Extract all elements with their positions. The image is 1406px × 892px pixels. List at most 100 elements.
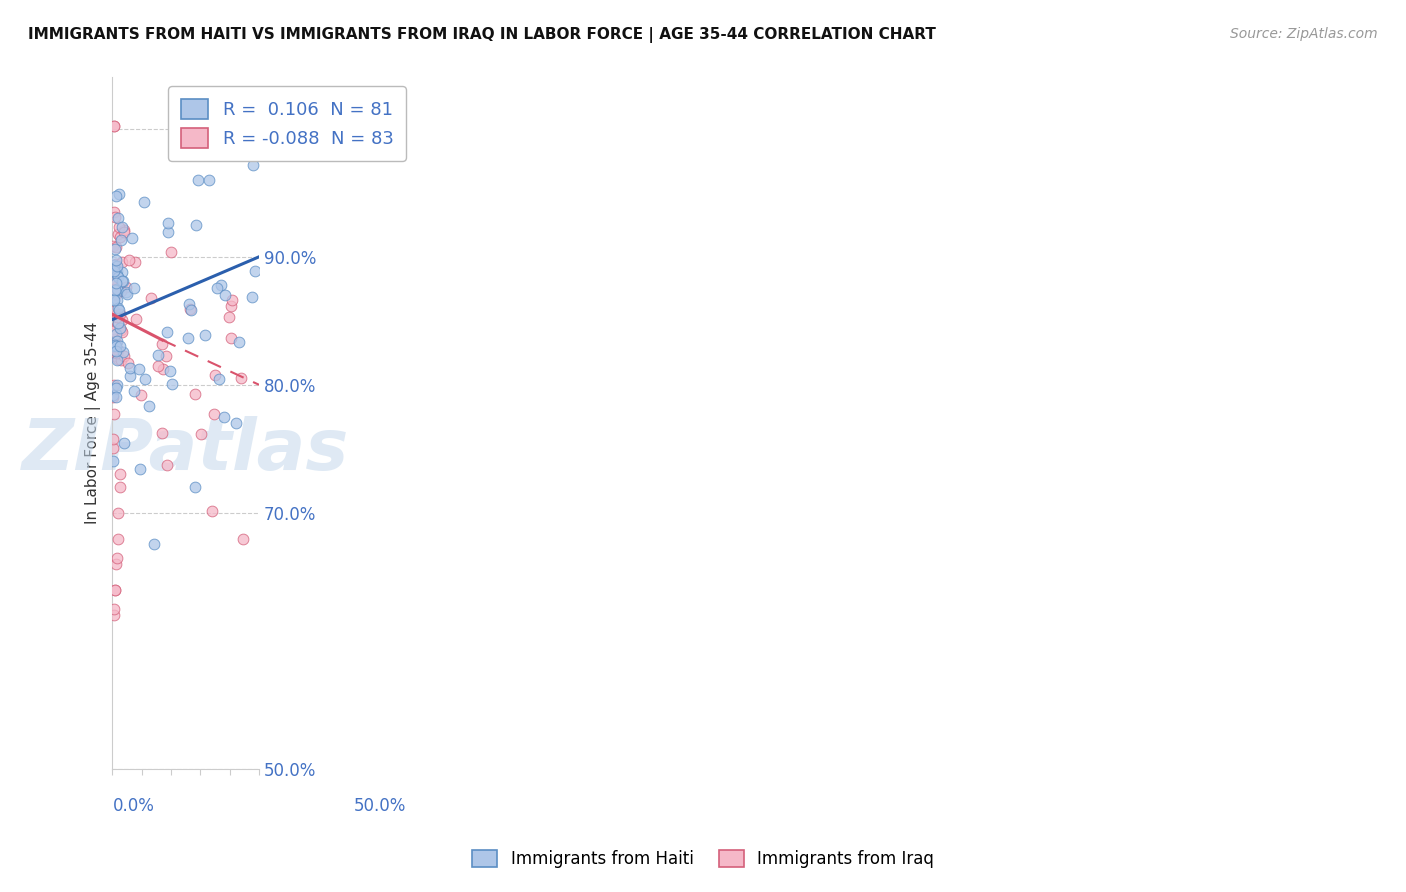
Point [108,480,131,494]
Point [107,211,129,225]
Point [114,285,136,300]
Point [118,368,141,383]
Point [103,407,125,421]
Point [152,361,174,376]
Point [125,312,148,326]
Point [110,323,132,337]
Point [107,270,129,285]
Point [105,259,128,273]
Point [108,307,131,321]
Point [134,194,156,209]
Point [101,442,124,456]
Point [150,337,173,351]
Point [198,173,221,187]
Point [232,533,254,547]
Point [104,287,127,301]
Point [101,390,124,404]
Point [105,335,128,350]
Point [104,327,127,342]
Point [129,462,152,476]
Point [101,239,124,253]
Point [118,360,141,375]
Point [242,158,264,172]
Point [202,407,225,421]
Point [111,220,134,235]
Point [107,302,129,317]
Text: 50.0%: 50.0% [353,797,406,814]
Point [103,119,125,133]
Point [112,349,135,363]
Point [186,173,208,187]
Point [107,219,129,234]
Point [103,378,125,392]
Point [218,310,240,324]
Point [169,135,191,149]
Point [228,334,250,349]
Point [105,252,128,267]
Point [103,258,125,272]
Point [111,274,134,288]
Point [160,245,183,260]
Point [179,302,201,317]
Point [162,376,184,391]
Point [190,427,212,442]
Point [180,303,202,318]
Point [146,359,169,373]
Point [105,346,128,360]
Point [103,205,125,219]
Point [104,264,127,278]
Point [107,316,129,330]
Point [110,284,132,298]
Point [156,325,179,339]
Point [184,387,207,401]
Point [101,388,124,402]
Point [112,225,135,239]
Point [104,557,127,571]
Point [221,299,243,313]
Point [111,313,134,327]
Point [146,348,169,362]
Point [107,351,129,366]
Point [129,388,152,402]
Point [105,353,128,368]
Point [221,293,243,307]
Point [110,233,132,247]
Point [107,532,129,546]
Point [105,282,128,296]
Point [108,339,131,353]
Point [208,372,231,386]
Point [194,328,217,343]
Y-axis label: In Labor Force | Age 35-44: In Labor Force | Age 35-44 [86,322,101,524]
Point [103,602,125,616]
Point [103,304,125,318]
Point [150,425,173,440]
Point [138,399,160,413]
Point [155,349,177,363]
Point [156,225,179,239]
Text: 0.0%: 0.0% [112,797,155,814]
Point [107,318,129,332]
Point [107,268,129,282]
Point [117,356,139,370]
Point [105,240,128,254]
Point [183,480,205,494]
Point [204,368,226,382]
Point [128,362,150,376]
Point [124,384,146,398]
Point [105,293,128,308]
Point [112,223,135,237]
Point [103,345,125,359]
Point [124,255,146,269]
Point [179,297,201,311]
Point [240,290,263,304]
Point [104,582,127,597]
Text: ZIPatlas: ZIPatlas [22,417,350,485]
Point [104,257,127,271]
Point [111,344,134,359]
Point [103,293,125,308]
Point [121,231,143,245]
Point [103,119,125,133]
Point [101,292,124,306]
Point [107,284,129,298]
Point [105,278,128,293]
